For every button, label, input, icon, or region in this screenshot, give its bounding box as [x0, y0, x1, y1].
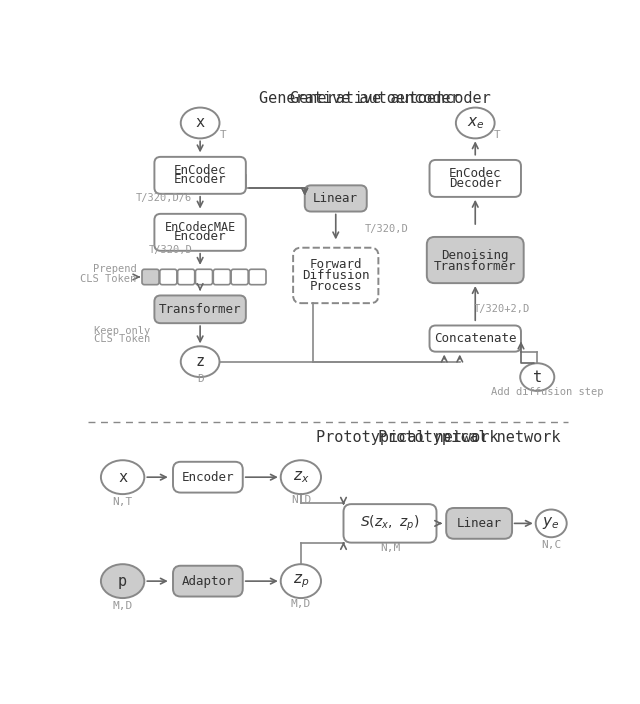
- FancyBboxPatch shape: [427, 237, 524, 283]
- FancyBboxPatch shape: [213, 270, 230, 284]
- Ellipse shape: [281, 460, 321, 494]
- Text: p: p: [118, 574, 127, 589]
- FancyBboxPatch shape: [154, 214, 246, 251]
- FancyBboxPatch shape: [293, 248, 378, 303]
- Text: z: z: [196, 354, 205, 369]
- Text: Decoder: Decoder: [449, 177, 502, 189]
- Text: Encoder: Encoder: [174, 173, 227, 187]
- Text: Keep only: Keep only: [93, 326, 150, 336]
- Text: $z_p$: $z_p$: [292, 572, 309, 590]
- Text: Transformer: Transformer: [159, 303, 241, 316]
- Text: N,M: N,M: [380, 543, 400, 553]
- Text: M,D: M,D: [113, 601, 132, 611]
- FancyBboxPatch shape: [231, 270, 248, 284]
- FancyBboxPatch shape: [173, 566, 243, 596]
- Ellipse shape: [520, 363, 554, 391]
- FancyBboxPatch shape: [195, 270, 212, 284]
- Text: T: T: [220, 130, 227, 139]
- Text: Linear: Linear: [456, 517, 502, 530]
- Text: T/320+2,D: T/320+2,D: [473, 304, 529, 314]
- FancyBboxPatch shape: [154, 157, 246, 194]
- Text: t: t: [532, 370, 542, 384]
- FancyBboxPatch shape: [142, 270, 159, 284]
- FancyBboxPatch shape: [305, 185, 367, 211]
- Text: Encoder: Encoder: [182, 471, 234, 484]
- Text: N,C: N,C: [541, 540, 561, 550]
- FancyBboxPatch shape: [344, 504, 436, 543]
- Text: $z_x$: $z_x$: [292, 470, 309, 485]
- Text: N,D: N,D: [291, 496, 311, 505]
- Ellipse shape: [536, 510, 566, 537]
- Text: Prepend: Prepend: [93, 264, 136, 275]
- Ellipse shape: [180, 108, 220, 139]
- FancyBboxPatch shape: [178, 270, 195, 284]
- Text: $S(z_x,\ z_p)$: $S(z_x,\ z_p)$: [360, 514, 420, 533]
- FancyBboxPatch shape: [160, 270, 177, 284]
- Text: Generative autoencoder: Generative autoencoder: [290, 91, 491, 106]
- FancyBboxPatch shape: [429, 325, 521, 352]
- Text: Transformer: Transformer: [434, 260, 516, 272]
- Text: Linear: Linear: [313, 192, 358, 205]
- Text: M,D: M,D: [291, 599, 311, 609]
- Ellipse shape: [180, 346, 220, 377]
- Text: Add diffusion step: Add diffusion step: [491, 387, 604, 398]
- Text: EnCodec: EnCodec: [449, 168, 502, 180]
- Text: D: D: [196, 374, 204, 384]
- Text: $y_e$: $y_e$: [543, 515, 560, 532]
- Text: Diffusion: Diffusion: [302, 269, 369, 282]
- Text: T/320,D: T/320,D: [365, 225, 409, 234]
- Text: x: x: [118, 470, 127, 484]
- Text: T/320,D/6: T/320,D/6: [136, 194, 193, 203]
- Text: CLS Token: CLS Token: [81, 274, 136, 284]
- Text: Prototypical network: Prototypical network: [316, 429, 499, 445]
- Text: Concatenate: Concatenate: [434, 332, 516, 345]
- Text: Forward: Forward: [310, 258, 362, 271]
- Text: Process: Process: [310, 279, 362, 293]
- FancyBboxPatch shape: [249, 270, 266, 284]
- Text: $x_e$: $x_e$: [467, 115, 484, 131]
- Ellipse shape: [456, 108, 495, 139]
- Ellipse shape: [101, 564, 145, 598]
- Text: Generative autoencoder: Generative autoencoder: [259, 91, 460, 106]
- Text: EnCodecMAE: EnCodecMAE: [164, 221, 236, 234]
- Ellipse shape: [281, 564, 321, 598]
- Text: EnCodec: EnCodec: [174, 164, 227, 177]
- Text: Prototypical network: Prototypical network: [378, 429, 561, 445]
- Text: Encoder: Encoder: [174, 230, 227, 244]
- Text: Denoising: Denoising: [442, 249, 509, 262]
- FancyBboxPatch shape: [446, 508, 512, 539]
- FancyBboxPatch shape: [154, 296, 246, 323]
- Text: CLS Token: CLS Token: [93, 334, 150, 344]
- Text: T/320,D: T/320,D: [148, 245, 193, 255]
- Ellipse shape: [101, 460, 145, 494]
- Text: T: T: [493, 130, 500, 139]
- FancyBboxPatch shape: [429, 160, 521, 197]
- FancyBboxPatch shape: [173, 462, 243, 493]
- Text: N,T: N,T: [113, 497, 132, 507]
- Text: x: x: [196, 115, 205, 130]
- Text: Adaptor: Adaptor: [182, 574, 234, 588]
